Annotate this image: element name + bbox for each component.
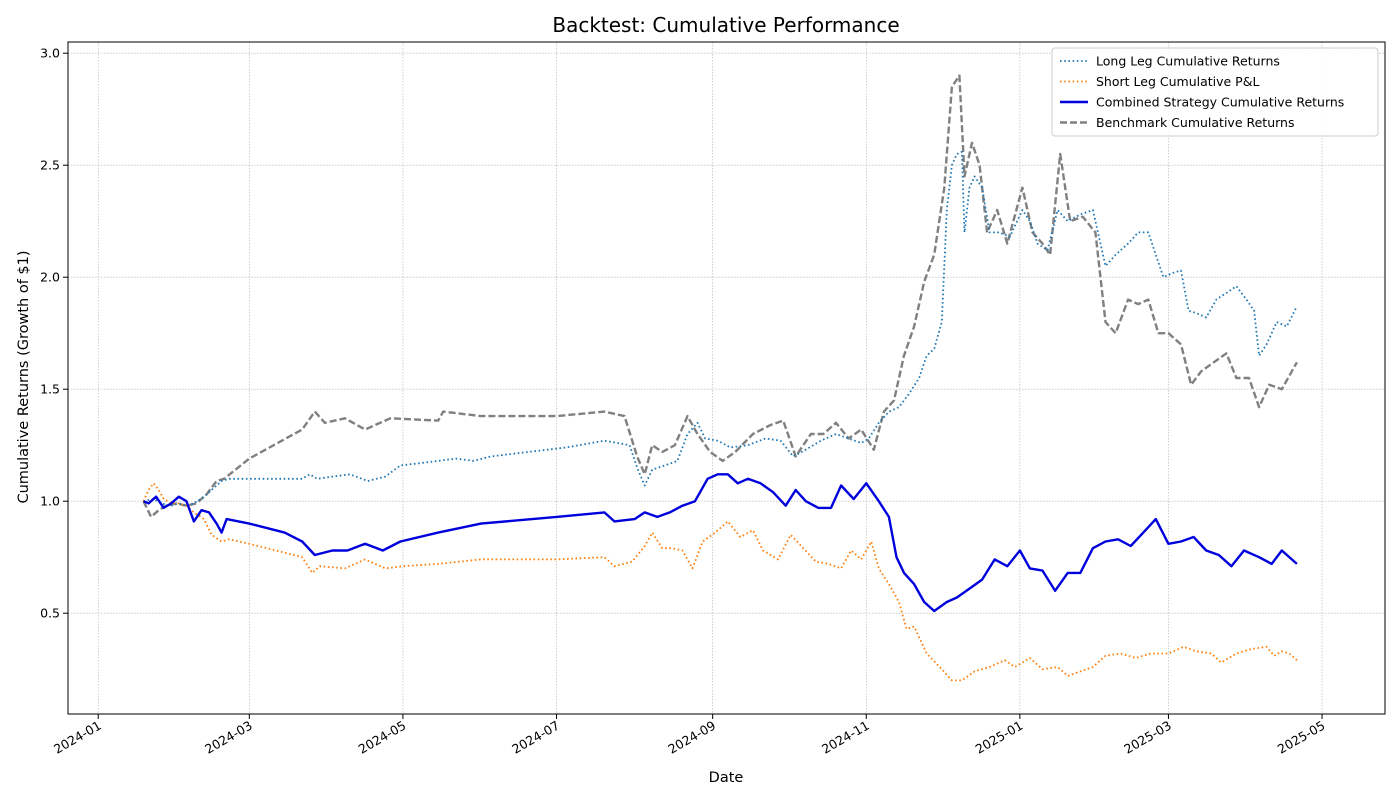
legend-entry-label: Short Leg Cumulative P&L	[1096, 74, 1259, 89]
x-tick-label: 2025-01	[973, 718, 1026, 757]
y-tick-label: 2.5	[40, 158, 60, 173]
x-axis-ticks: 2024-01 2024-03 2024-05 2024-07 2024-09 2024-…	[51, 714, 1328, 757]
legend-box	[1051, 47, 1379, 137]
legend-entry-label: Benchmark Cumulative Returns	[1096, 115, 1294, 130]
series-layer	[142, 74, 1298, 682]
series-line-short-leg-cumulative-p-l	[142, 482, 1298, 682]
x-tick-label: 2024-05	[356, 718, 409, 757]
x-tick-label: 2025-05	[1275, 718, 1328, 757]
y-tick-label: 0.5	[40, 606, 60, 621]
legend-entry-label: Long Leg Cumulative Returns	[1096, 54, 1280, 69]
y-tick-label: 2.0	[40, 270, 60, 285]
y-axis-label: Cumulative Returns (Growth of $1)	[16, 250, 32, 503]
legend: Long Leg Cumulative Returns Short Leg Cum…	[1051, 47, 1379, 137]
legend-entry-label: Combined Strategy Cumulative Returns	[1096, 95, 1344, 110]
x-tick-label: 2024-01	[51, 718, 104, 757]
y-tick-label: 1.5	[40, 382, 60, 397]
x-tick-label: 2024-11	[819, 718, 872, 757]
series-line-long-leg-cumulative-returns	[143, 150, 1298, 507]
series-line-benchmark-cumulative-returns	[142, 74, 1298, 519]
y-tick-label: 1.0	[40, 494, 60, 509]
x-tick-label: 2024-03	[202, 718, 255, 757]
x-axis-label: Date	[709, 770, 744, 786]
series-line-combined-strategy-cumulative-returns	[143, 473, 1298, 613]
plot-area-frame	[67, 41, 1386, 715]
x-tick-label: 2024-09	[665, 718, 718, 757]
y-tick-label: 3.0	[40, 46, 60, 61]
y-axis-ticks: 0.5 1.0 1.5 2.0 2.5 3.0	[40, 46, 68, 621]
x-tick-label: 2025-03	[1121, 718, 1174, 757]
chart-title: Backtest: Cumulative Performance	[552, 13, 899, 37]
x-tick-label: 2024-07	[509, 718, 562, 757]
grid-lines	[68, 42, 1385, 714]
